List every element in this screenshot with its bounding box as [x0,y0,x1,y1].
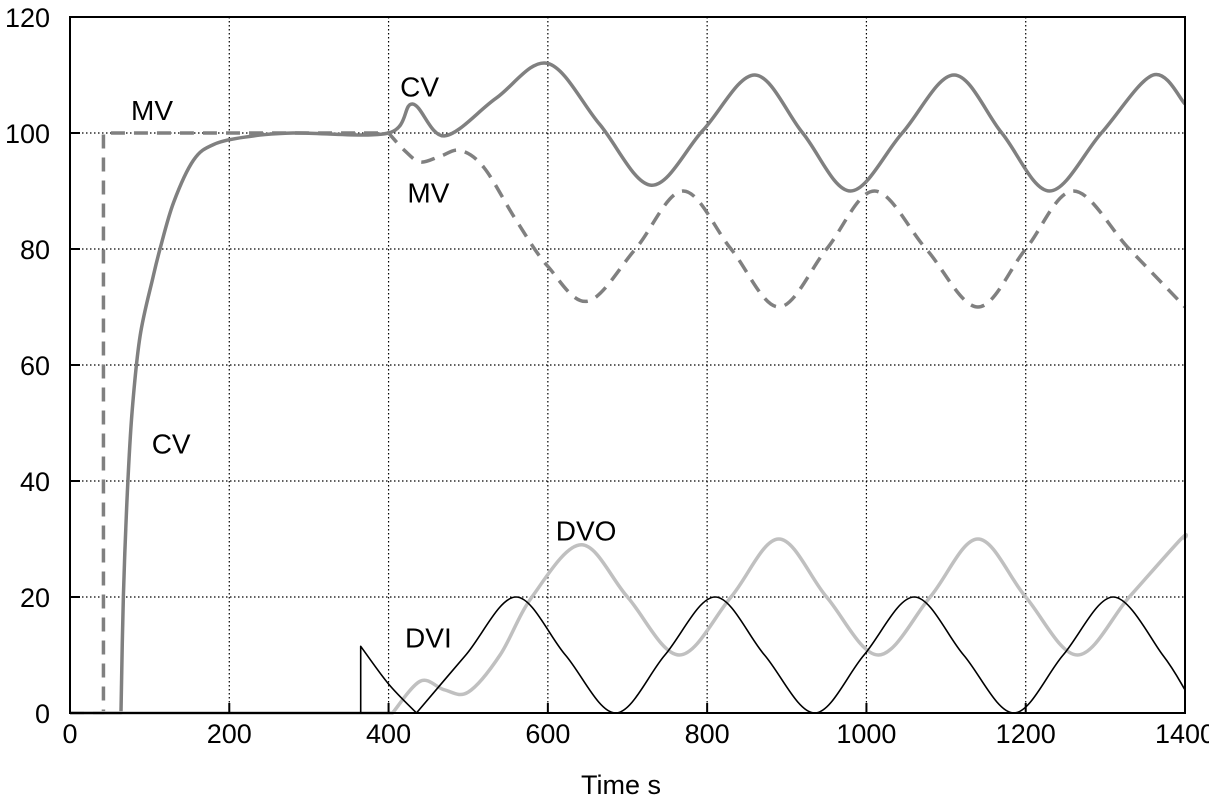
grid [70,17,1185,713]
series-group [70,61,1188,715]
y-tick-label: 60 [20,351,50,381]
x-tick-label: 1400 [1155,719,1209,749]
annotation-mv: MV [131,95,173,126]
annotation-dvo: DVO [556,515,617,546]
series-dvo-line [70,533,1188,715]
x-axis-label: Time s [581,770,661,800]
x-tick-label: 200 [207,719,252,749]
y-tick-label: 80 [20,235,50,265]
y-tick-label: 100 [5,119,50,149]
y-tick-label: 40 [20,467,50,497]
axis-ticks: 0 200 400 600 800 1000 1200 1400 0 20 40 60 80 100 120 [5,3,1209,749]
x-tick-label: 1000 [836,719,896,749]
annotation-cv: CV [152,428,191,459]
y-tick-label: 120 [5,3,50,33]
x-tick-label: 800 [685,719,730,749]
annotation-mv: MV [407,178,449,209]
x-tick-label: 600 [525,719,570,749]
annotation-cv: CV [400,72,439,103]
x-tick-label: 0 [62,719,77,749]
series-dvi-line [70,596,1186,714]
series-mv-line [70,131,1187,715]
y-tick-label: 20 [20,583,50,613]
x-tick-label: 400 [366,719,411,749]
x-tick-label: 1200 [996,719,1056,749]
annotation-dvi: DVI [405,623,452,654]
annotations: MV CV CV MV DVO DVI [131,72,616,654]
y-tick-label: 0 [35,699,50,729]
series-cv-line [70,61,1187,715]
